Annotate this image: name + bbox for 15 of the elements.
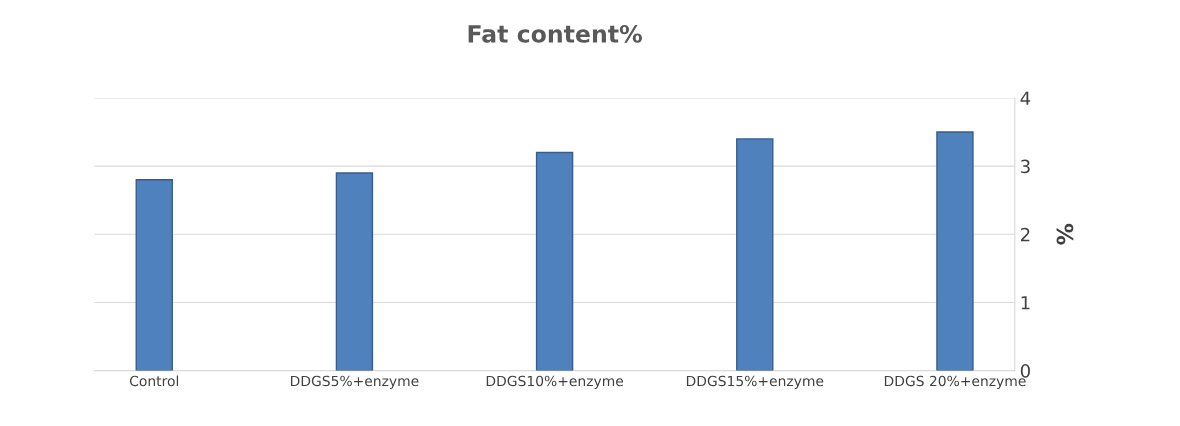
x-tick-label: DDGS15%+enzyme xyxy=(686,375,824,389)
y-tick-label: 2 xyxy=(1020,227,1030,242)
chart-title: Fat content% xyxy=(468,24,642,43)
x-tick-label: DDGS5%+enzyme xyxy=(291,375,419,389)
x-tick-label: DDGS10%+enzyme xyxy=(486,375,624,389)
bar xyxy=(535,151,574,371)
bar xyxy=(736,138,774,371)
bar xyxy=(335,172,374,371)
y-tick-label: 4 xyxy=(1020,91,1031,105)
y-axis-title: % xyxy=(1056,223,1074,245)
y-tick-label: 1 xyxy=(1021,296,1030,310)
x-tick-label: Control xyxy=(129,375,179,387)
bar xyxy=(135,179,173,371)
bar xyxy=(936,131,974,371)
y-tick-label: 3 xyxy=(1021,159,1030,174)
